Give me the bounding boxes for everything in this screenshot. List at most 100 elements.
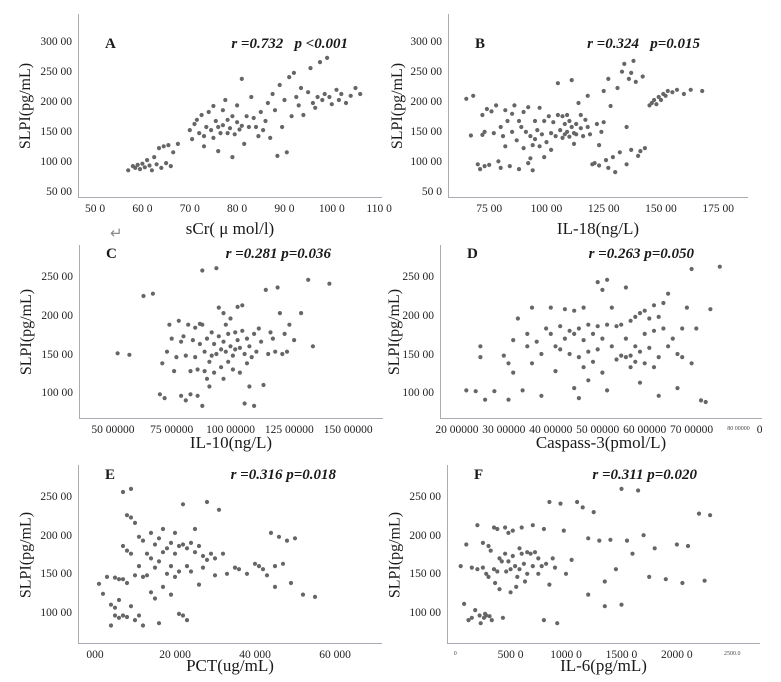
data-point (233, 330, 238, 335)
data-point (614, 324, 619, 329)
data-point (312, 594, 318, 599)
data-point (519, 124, 524, 130)
data-point (180, 613, 186, 618)
data-point (235, 103, 240, 108)
data-point (623, 285, 628, 290)
data-point (493, 580, 498, 586)
data-point (242, 401, 247, 406)
x-axis-tick-label: 20 000 (159, 649, 191, 661)
data-point (171, 150, 176, 155)
data-point (575, 499, 580, 505)
data-point (571, 141, 577, 146)
data-point (195, 393, 200, 398)
x-axis-tick-label: 150 00000 (323, 424, 373, 436)
data-point (506, 397, 511, 402)
data-point (358, 91, 363, 97)
data-point (148, 530, 154, 535)
data-point (484, 106, 489, 112)
data-point (478, 355, 483, 360)
data-point (100, 591, 106, 596)
data-point (658, 97, 664, 103)
data-point (468, 133, 473, 138)
data-point (247, 384, 252, 389)
data-point (473, 608, 478, 613)
y-axis-tick-label: 100 00 (410, 156, 442, 169)
data-point (219, 347, 224, 352)
x-axis-tick-label: 175 00 (702, 203, 735, 215)
x-axis-tick-label: 1000 0 (550, 649, 582, 661)
data-point (553, 134, 558, 139)
data-point (666, 291, 671, 296)
data-point (148, 590, 154, 595)
data-point (555, 112, 560, 118)
x-axis-label: sCr( μ mol/l) (185, 219, 275, 238)
data-point (670, 90, 675, 95)
data-point (306, 90, 311, 95)
data-point (135, 162, 140, 167)
data-point (636, 488, 641, 493)
data-point (249, 94, 254, 100)
data-point (525, 344, 530, 349)
data-point (221, 339, 226, 344)
data-point (140, 161, 145, 166)
data-point (130, 164, 135, 169)
data-point (630, 551, 635, 556)
data-point (183, 353, 188, 358)
data-point (581, 134, 586, 139)
data-point (500, 615, 505, 620)
data-point (595, 324, 600, 329)
data-point (694, 326, 699, 331)
y-axis-label: SLPI(pg/mL) (18, 288, 35, 376)
data-point (661, 91, 666, 97)
data-point (562, 307, 567, 312)
panel-letter: C (106, 246, 118, 262)
data-point (197, 321, 202, 326)
data-point (675, 386, 680, 391)
data-point (291, 70, 296, 75)
data-point (108, 602, 114, 607)
data-point (193, 325, 198, 330)
data-point (469, 615, 474, 620)
data-point (96, 581, 102, 586)
data-point (140, 623, 146, 628)
x-axis-tick-label: 70 00000 (670, 424, 714, 436)
data-point (597, 538, 602, 543)
data-point (511, 370, 516, 375)
data-point (128, 515, 134, 520)
data-point (208, 551, 214, 556)
data-point (216, 124, 221, 130)
data-point (583, 117, 588, 122)
data-point (663, 577, 668, 582)
data-point (475, 162, 480, 167)
data-point (207, 384, 212, 389)
data-point (495, 526, 500, 532)
data-point (172, 530, 178, 535)
data-point (522, 579, 528, 584)
data-point (610, 155, 615, 160)
data-point (484, 613, 489, 618)
data-point (560, 114, 565, 119)
data-point (219, 365, 224, 370)
data-point (586, 536, 591, 541)
data-point (188, 540, 194, 545)
data-point (228, 316, 233, 321)
data-point (159, 165, 164, 170)
y-axis-tick-label: 250 00 (40, 65, 72, 78)
data-point (553, 369, 558, 374)
x-axis-tick-label: 20 00000 (435, 424, 479, 436)
data-point (594, 121, 599, 127)
y-axis-label: SLPI(pg/mL) (389, 62, 406, 150)
data-point (586, 349, 591, 354)
data-point (492, 389, 497, 394)
data-point (489, 109, 494, 114)
data-point (530, 168, 535, 173)
data-point (510, 528, 515, 533)
data-point (513, 564, 518, 569)
correlation-annotation: r =0.281 p=0.036 (225, 246, 331, 262)
data-point (491, 567, 497, 572)
data-point (652, 546, 657, 551)
data-point (230, 114, 235, 119)
x-axis-tick-label: 125 00000 (264, 424, 314, 436)
data-point (491, 525, 497, 530)
